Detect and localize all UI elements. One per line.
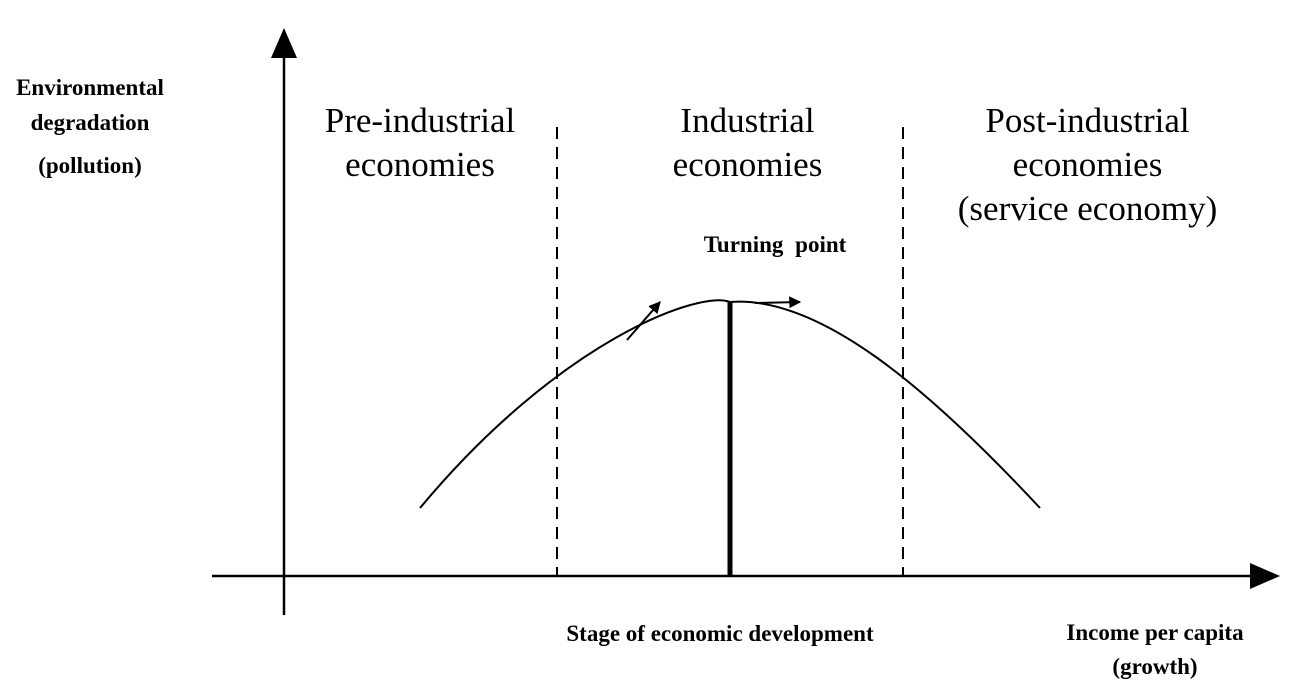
rising-arrow (626, 301, 661, 341)
region-label-line: Post-industrial (985, 101, 1190, 140)
y-axis-label-line: Environmental (16, 75, 164, 100)
x-axis-label-line: (growth) (1112, 654, 1198, 679)
region-label-line: economies (1012, 145, 1163, 184)
turning-point-label: Turning point (703, 232, 847, 257)
region-label-line: economies (672, 145, 823, 184)
x-axis-caption: Stage of economic development (566, 621, 874, 646)
region-pre-industrial: Pre-industrial economies (290, 99, 550, 187)
region-label-line: (service economy) (957, 189, 1218, 228)
y-axis-label-line: (pollution) (38, 153, 142, 178)
y-axis-label-line: degradation (30, 110, 150, 135)
region-industrial: Industrial economies (620, 99, 875, 187)
x-axis-arrowhead (1250, 563, 1280, 589)
y-axis-label: Environmental degradation (pollution) (0, 70, 180, 183)
region-post-industrial: Post-industrial economies (service econo… (915, 99, 1260, 231)
falling-arrow (754, 296, 802, 309)
region-label-line: Pre-industrial (324, 101, 516, 140)
region-label-line: economies (345, 145, 495, 184)
x-axis-label: Income per capita (growth) (1030, 616, 1280, 684)
x-axis-label-line: Income per capita (1066, 620, 1244, 645)
region-label-line: Industrial (680, 101, 815, 140)
y-axis-arrowhead (271, 28, 297, 58)
